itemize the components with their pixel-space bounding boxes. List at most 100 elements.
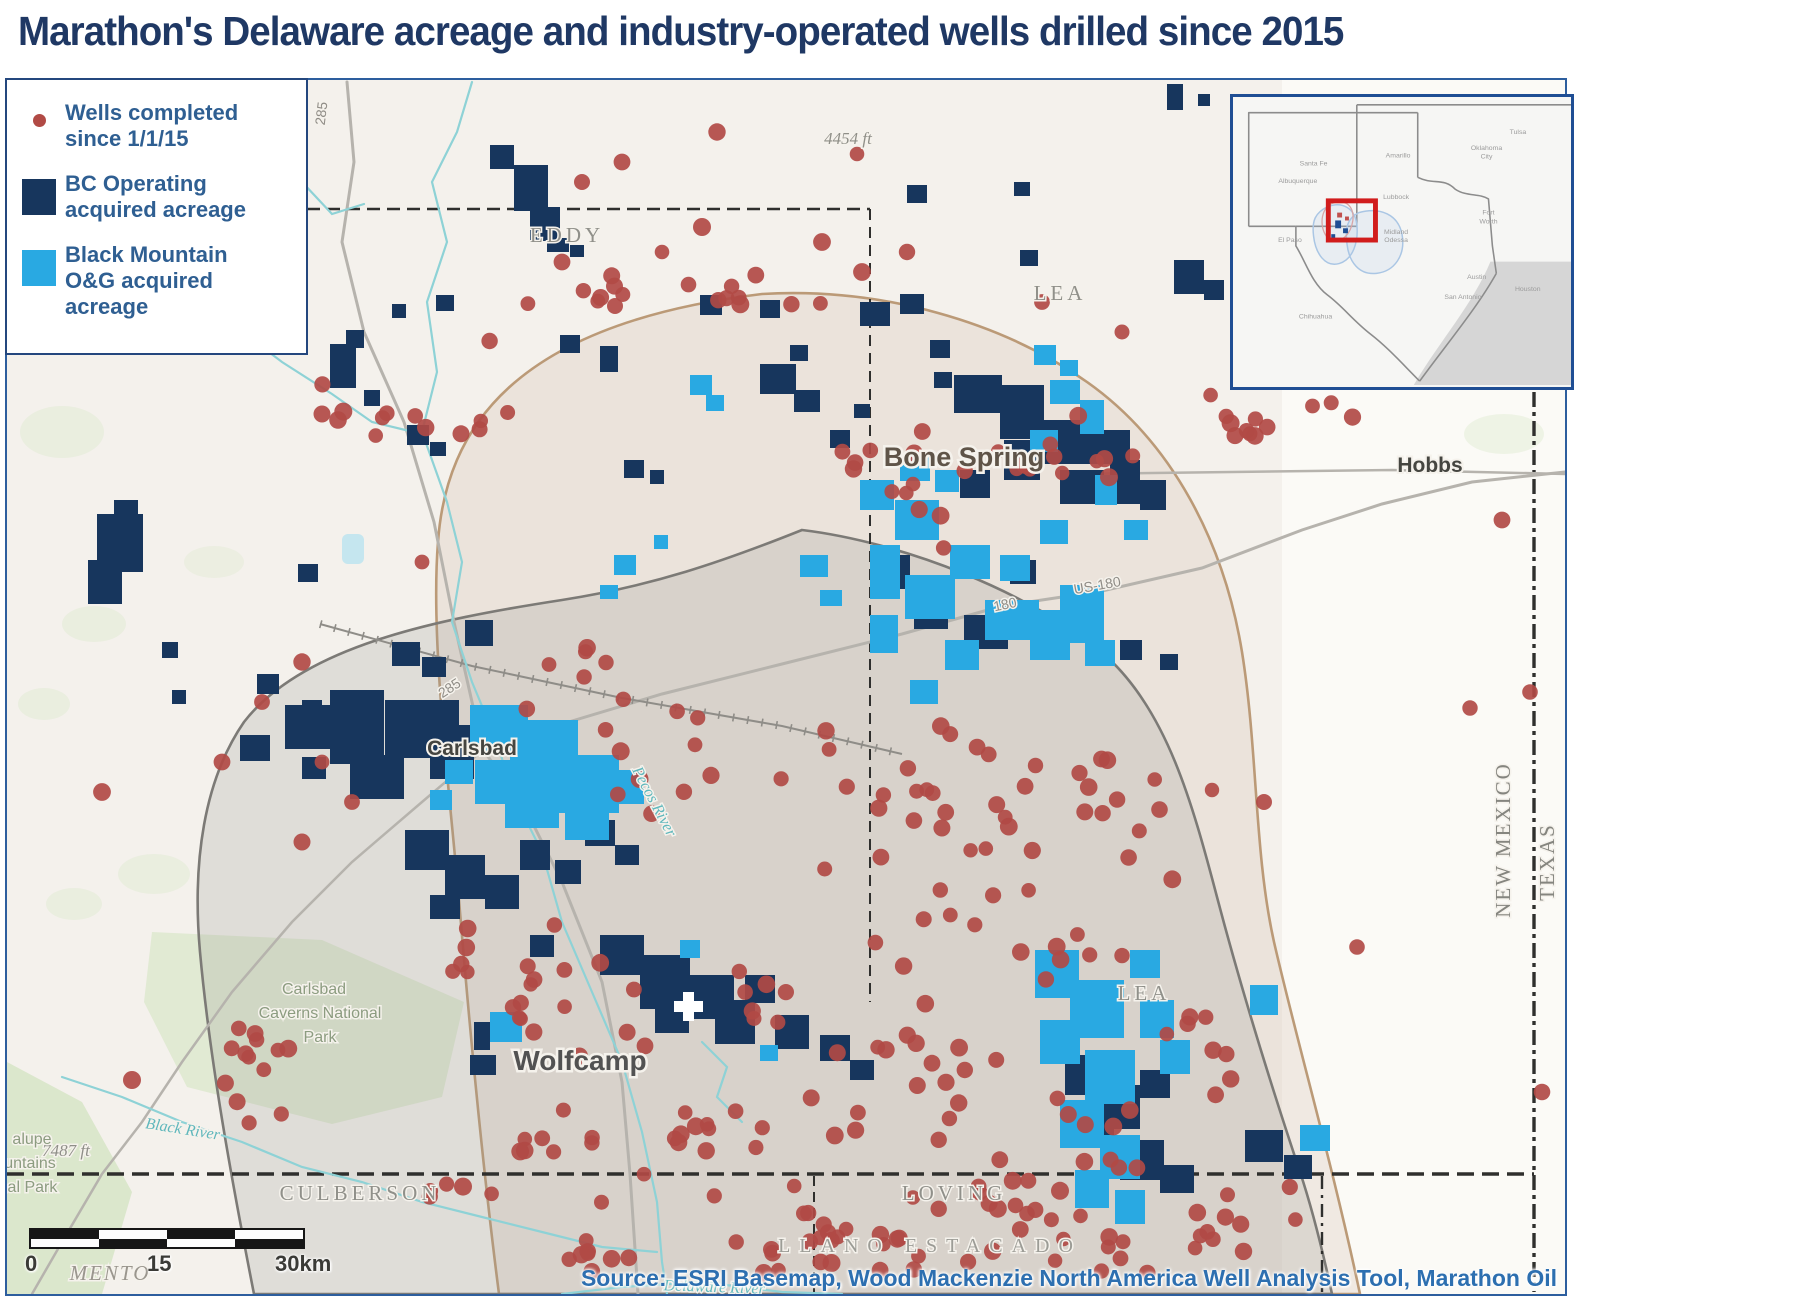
well-dot [1047, 937, 1066, 956]
well-dot [636, 1166, 652, 1182]
well-dot [626, 981, 642, 998]
well-dot [838, 778, 855, 795]
well-dot [1043, 1212, 1059, 1228]
well-dot [1047, 1253, 1063, 1268]
acreage-bc-operating [330, 344, 356, 388]
acreage-black-mountain [1034, 345, 1056, 365]
well-dot [783, 296, 800, 313]
well-dot [908, 1077, 926, 1094]
well-dot [1019, 1205, 1035, 1222]
well-dot [500, 405, 516, 420]
well-dot [594, 1194, 609, 1210]
well-dot [256, 1062, 272, 1078]
well-dot [615, 691, 631, 707]
well-dot [984, 1242, 1002, 1260]
well-dot [985, 887, 1002, 904]
map-label-new-mexico: NEW MEXICO [1491, 762, 1515, 918]
map-label-untains: untains [7, 1155, 56, 1172]
well-dot [817, 722, 835, 740]
map-label-mento: MENTO [69, 1261, 151, 1285]
well-dot [870, 799, 888, 817]
well-dot [414, 554, 430, 570]
well-dot [1100, 468, 1118, 487]
well-dot [1075, 1152, 1094, 1171]
well-dot [697, 1142, 715, 1160]
acreage-black-mountain [1060, 360, 1078, 376]
well-dot [748, 1139, 764, 1156]
well-dot [1493, 511, 1511, 529]
well-dot [905, 1261, 922, 1278]
acreage-black-mountain [820, 590, 842, 606]
well-dot [1203, 387, 1218, 403]
inset-state-border [1356, 111, 1419, 178]
well-dot [1051, 1181, 1069, 1200]
lake [342, 534, 364, 564]
well-dot [570, 1047, 589, 1065]
acreage-bc-operating [624, 460, 644, 478]
acreage-black-mountain [870, 615, 898, 653]
well-dot [344, 794, 360, 810]
map-label-black-river: Black River [144, 1115, 222, 1144]
well-dot [557, 999, 572, 1014]
map-label-eddy: EDDY [530, 223, 604, 247]
road [30, 748, 485, 1294]
well-dot [754, 1264, 773, 1282]
well-dot [575, 283, 592, 299]
well-dot [988, 1199, 1007, 1218]
well-dot [905, 444, 923, 463]
well-dot [764, 1244, 781, 1262]
well-dot [313, 405, 331, 423]
well-dot [915, 911, 932, 928]
legend-item-label: BC Operating acquired acreage [65, 170, 246, 223]
acreage-bc-operating [436, 295, 454, 311]
well-dot [1181, 1008, 1199, 1026]
well-dot [728, 1234, 744, 1250]
acreage-bc-operating [530, 207, 560, 241]
well-dot [1079, 778, 1098, 796]
well-dot [675, 783, 693, 800]
acreage-bc-operating [1140, 1070, 1170, 1098]
well-dot [597, 722, 614, 738]
well-dot [838, 1221, 854, 1237]
well-dot [930, 1131, 947, 1149]
well-dot [518, 700, 536, 718]
map-label-carlsbad: Carlsbad [427, 737, 517, 760]
acreage-black-mountain [870, 545, 900, 599]
well-dot [293, 833, 311, 851]
acreage-black-mountain [475, 760, 515, 804]
well-dot [853, 263, 871, 281]
well-dot [677, 1105, 693, 1120]
well-dot [877, 1041, 895, 1059]
inset-state-border [1419, 272, 1498, 382]
park-area [62, 606, 126, 642]
well-dot [1071, 764, 1088, 782]
acreage-bc-operating [1020, 250, 1038, 266]
legend-item-label: Black Mountain O&G acquired acreage [65, 241, 228, 320]
acreage-black-mountain [1040, 520, 1068, 544]
park-area [1464, 414, 1544, 454]
acreage-black-mountain [706, 395, 724, 411]
acreage-bc-operating [490, 145, 514, 169]
well-dot [314, 376, 331, 393]
acreage-bc-operating [422, 657, 446, 677]
well-dot [576, 669, 592, 685]
well-dot [1139, 1264, 1156, 1282]
acreage-bc-operating [547, 238, 569, 252]
well-dot [546, 1144, 562, 1160]
well-dot [956, 1061, 973, 1079]
acreage-black-mountain [1060, 585, 1104, 643]
well-dot [911, 1248, 926, 1264]
well-dot [822, 1254, 841, 1272]
well-dot [1089, 454, 1104, 469]
well-dot [525, 1023, 543, 1041]
well-dot [932, 717, 950, 735]
inset-state-border [1417, 176, 1498, 274]
well-dot [960, 1253, 977, 1270]
map-label-delaware-river: Delaware River [662, 1277, 765, 1294]
well-dot [708, 123, 726, 141]
acreage-bc-operating [860, 302, 890, 326]
well-dot [1218, 1045, 1235, 1063]
well-dot [931, 506, 950, 525]
well-dot [223, 1040, 240, 1057]
acreage-bc-operating [1160, 1165, 1194, 1193]
